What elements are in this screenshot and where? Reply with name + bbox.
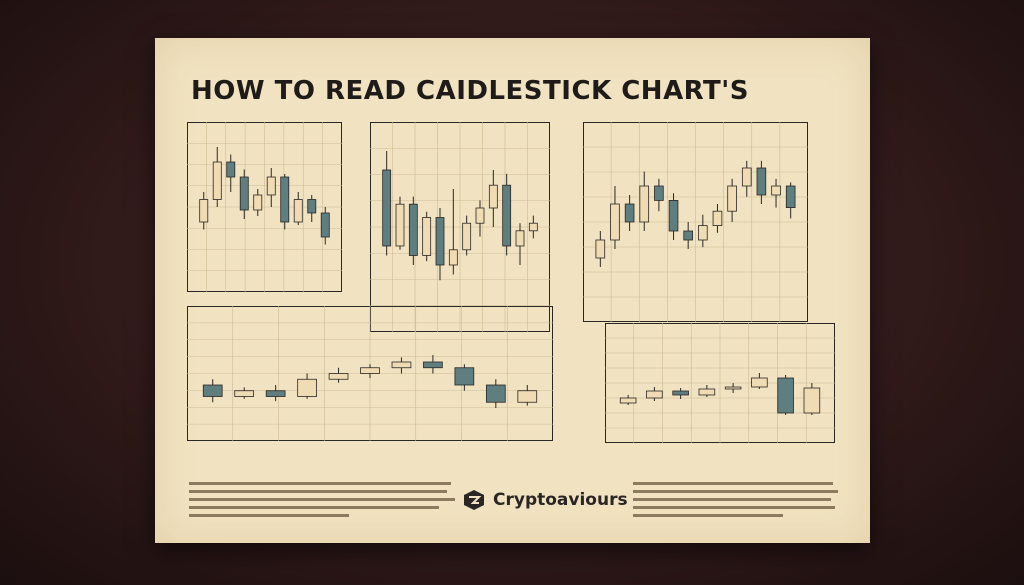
candle-body <box>234 390 255 397</box>
candle-body <box>265 390 286 397</box>
footer-text-left-lines <box>189 482 455 517</box>
candlestick-chart-middle-left <box>187 306 553 441</box>
candle-body <box>517 390 538 403</box>
crypto-logo-icon <box>464 490 484 510</box>
candle-body <box>297 378 317 397</box>
chart-panel-top-left <box>187 122 342 292</box>
candlestick-chart-top-left <box>187 122 342 292</box>
candle-body <box>777 377 794 414</box>
candle-body <box>672 390 689 396</box>
candle-body <box>654 185 664 201</box>
candle-body <box>619 397 637 404</box>
candlestick-chart-top-center <box>370 122 550 332</box>
candle-body <box>698 388 716 396</box>
poster-title: HOW TO READ CAIDLESTICK CHART'S <box>191 76 749 106</box>
candle-body <box>502 184 512 247</box>
candle-body <box>454 367 475 386</box>
candle-body <box>212 161 222 200</box>
candle-body <box>803 387 821 414</box>
candle-body <box>698 225 708 241</box>
footer-text-right <box>633 480 843 523</box>
poster: HOW TO READ CAIDLESTICK CHART'S <box>155 38 870 543</box>
candle-body <box>239 176 249 211</box>
candle-body <box>724 386 742 390</box>
candle-body <box>307 199 317 214</box>
candle-body <box>293 199 303 223</box>
candle-body <box>639 185 650 223</box>
candle-body <box>727 185 737 212</box>
candle-body <box>771 185 781 196</box>
candle-body <box>199 199 209 223</box>
chart-panel-top-right <box>583 122 808 322</box>
candle-body <box>646 390 663 399</box>
candle-body <box>202 384 223 397</box>
candle-body <box>435 217 445 266</box>
candle-body <box>488 184 498 209</box>
candle-body <box>668 200 679 232</box>
candlestick-chart-top-right <box>583 122 808 322</box>
candle-body <box>280 176 290 223</box>
candle-body <box>528 222 538 232</box>
candle-body <box>515 230 525 247</box>
candle-body <box>408 203 418 256</box>
candle-body <box>391 361 412 369</box>
candle-body <box>382 169 392 247</box>
candle-body <box>595 239 606 259</box>
candle-body <box>485 384 506 403</box>
candle-body <box>423 361 443 369</box>
candle-body <box>785 185 796 209</box>
footer-text-left <box>189 480 459 523</box>
candle-body <box>741 167 752 187</box>
candle-body <box>751 377 768 388</box>
candle-body <box>320 212 330 238</box>
candle-body <box>395 203 405 247</box>
brand-logo: Cryptoaviours <box>461 489 628 511</box>
candle-body <box>422 217 432 256</box>
candle-body <box>448 249 458 266</box>
footer-text-right-lines <box>633 482 838 517</box>
candle-body <box>712 210 723 226</box>
candle-body <box>624 203 635 223</box>
candle-body <box>360 367 380 374</box>
candle-body <box>756 167 767 196</box>
candle-body <box>683 230 693 241</box>
candle-body <box>462 222 472 251</box>
chart-panel-middle-left <box>187 306 553 441</box>
candlestick-chart-middle-right <box>605 323 835 443</box>
candle-body <box>253 194 263 211</box>
candle-body <box>266 176 276 196</box>
candle-body <box>226 161 236 178</box>
candle-body <box>328 373 349 380</box>
candle-body <box>475 207 485 224</box>
chart-panel-top-center <box>370 122 550 332</box>
chart-panel-middle-right <box>605 323 835 443</box>
brand-name: Cryptoaviours <box>493 490 628 510</box>
candle-body <box>610 203 620 241</box>
